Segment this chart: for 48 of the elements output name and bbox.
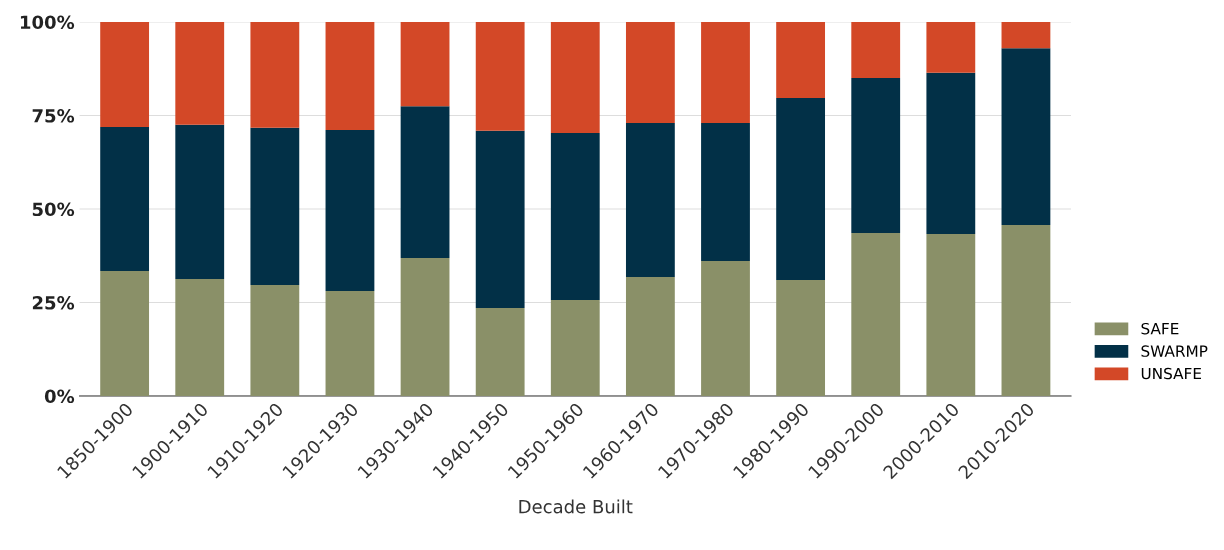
bar [1001, 48, 1051, 226]
y-tick-label: 75% [32, 108, 75, 123]
bar [776, 22, 826, 98]
bar [325, 290, 375, 396]
bar [926, 234, 976, 396]
bar [851, 78, 901, 233]
y-tick-label: 100% [20, 15, 75, 30]
legend-label: UNSAFE [1141, 367, 1202, 380]
bar [550, 299, 600, 396]
bar [625, 122, 675, 278]
bar [100, 127, 150, 272]
bar [550, 133, 600, 300]
bar [926, 22, 976, 73]
bar [1001, 22, 1051, 49]
bar [926, 72, 976, 235]
bar [851, 232, 901, 396]
bar [701, 260, 750, 396]
bar [625, 277, 675, 396]
bar [1001, 225, 1051, 396]
bar [250, 127, 300, 285]
bar [550, 22, 600, 134]
bar [851, 22, 901, 79]
bar [625, 22, 675, 123]
bar [475, 308, 525, 396]
bar [250, 284, 300, 396]
y-tick-label: 25% [32, 295, 75, 310]
bar [776, 280, 826, 396]
bar [100, 271, 150, 396]
bar [250, 22, 300, 128]
bar [175, 22, 225, 125]
bar [701, 22, 750, 123]
bar [100, 22, 150, 128]
legend-label: SWARMP [1141, 345, 1208, 357]
bar [701, 122, 750, 261]
bar [776, 97, 826, 281]
y-tick-label: 50% [32, 202, 75, 217]
bar [175, 278, 225, 396]
x-axis-title: Decade Built [519, 499, 633, 514]
bar [400, 22, 450, 107]
legend-label: SAFE [1141, 322, 1179, 335]
bar [325, 130, 375, 291]
bar [325, 22, 375, 131]
bar [175, 124, 225, 279]
bar [475, 22, 525, 131]
bar [400, 106, 450, 258]
bar [475, 130, 525, 309]
bar [400, 257, 450, 396]
y-tick-label: 0% [44, 389, 75, 404]
